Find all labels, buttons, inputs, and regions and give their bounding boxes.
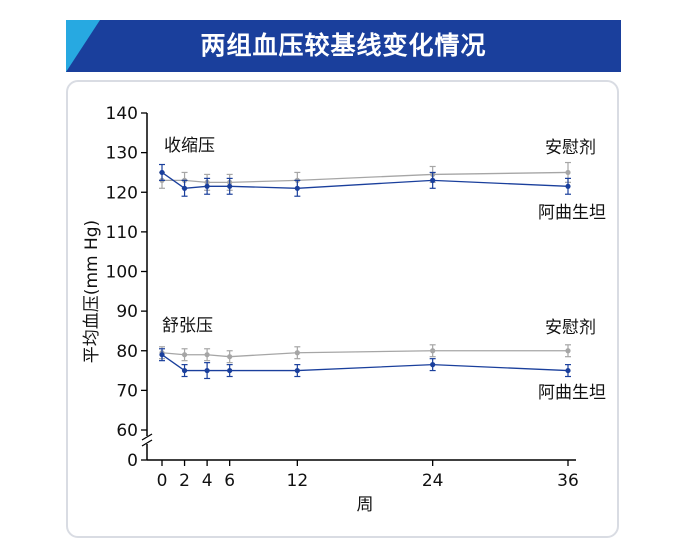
data-point: [181, 352, 188, 358]
series-label-drug-diastolic: 阿曲生坦: [538, 383, 606, 403]
y-tick-label: 140: [106, 104, 138, 124]
data-point: [565, 348, 571, 354]
group-label-diastolic: 舒张压: [162, 316, 213, 336]
x-axis-title: 周: [357, 495, 374, 515]
data-point: [227, 354, 233, 360]
x-tick-label: 6: [224, 471, 235, 491]
y-axis-title: 平均血压(mm Hg): [82, 220, 102, 363]
y-tick-label: 80: [116, 342, 138, 362]
x-tick-label: 24: [422, 471, 444, 491]
title-banner: 两组血压较基线变化情况: [66, 20, 621, 72]
chart-card: 0 60 70 80 90 100 110 120 130 140 0 2 4 6 12 24 36 周平均血压(…: [66, 80, 619, 538]
data-point: [159, 352, 165, 358]
title-accent-shape: [66, 20, 100, 72]
data-point: [294, 367, 300, 374]
series-line: [161, 350, 568, 358]
x-tick-label: 36: [557, 471, 579, 491]
series-label-placebo-diastolic: 安慰剂: [545, 318, 596, 338]
y-tick-label: 100: [106, 263, 138, 283]
data-point: [294, 185, 300, 191]
data-point: [430, 177, 436, 183]
x-tick-label: 0: [157, 471, 168, 491]
data-point: [227, 183, 233, 189]
y-tick-label: 90: [116, 302, 138, 322]
data-point: [430, 362, 436, 368]
series-label-placebo-systolic: 安慰剂: [545, 138, 596, 158]
y-tick-label: 70: [116, 381, 138, 401]
data-point: [294, 350, 300, 356]
data-point: [159, 169, 165, 176]
axis-break-mark: [141, 433, 153, 441]
page-title: 两组血压较基线变化情况: [200, 31, 487, 60]
series-line: [162, 171, 569, 183]
y-tick-label: 110: [106, 223, 138, 243]
x-tick-label: 2: [179, 471, 190, 491]
series-line: [161, 354, 569, 372]
group-label-systolic: 收缩压: [164, 136, 215, 156]
series-label-drug-systolic: 阿曲生坦: [538, 203, 606, 223]
axis-break-mark: [141, 439, 153, 447]
y-tick-label: 130: [106, 144, 138, 164]
data-point: [204, 367, 210, 374]
data-point: [565, 367, 571, 374]
y-tick-label: 60: [116, 421, 138, 441]
x-tick-label: 12: [287, 471, 309, 491]
series-line: [161, 171, 569, 189]
data-point: [227, 367, 233, 374]
data-point: [204, 183, 210, 189]
data-point: [565, 169, 571, 176]
x-tick-label: 4: [202, 471, 213, 491]
data-point: [181, 367, 188, 374]
data-point: [181, 185, 188, 191]
y-tick-label: 120: [106, 183, 138, 203]
y-tick-label: 0: [127, 451, 138, 471]
data-point: [565, 183, 571, 189]
data-point: [204, 352, 210, 358]
data-point: [430, 348, 436, 354]
